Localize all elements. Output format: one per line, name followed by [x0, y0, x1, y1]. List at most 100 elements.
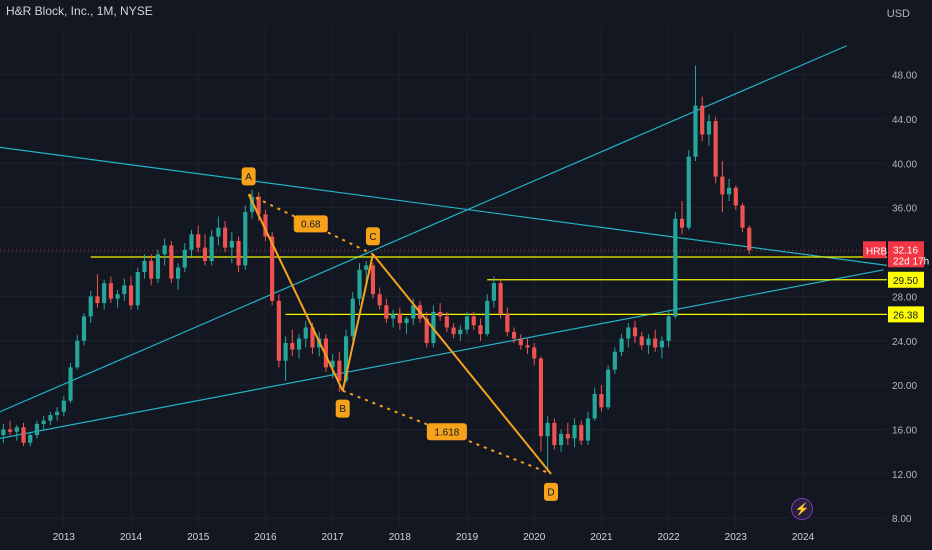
candle-body — [34, 423, 40, 436]
point-label-C: C — [369, 232, 376, 243]
price-tag — [888, 241, 924, 268]
candle-body — [606, 369, 611, 408]
trendline — [0, 269, 884, 439]
x-tick-label: 2024 — [792, 532, 815, 543]
candle-body — [249, 196, 255, 213]
candle-body — [632, 327, 638, 337]
y-tick-label: 44.00 — [892, 115, 917, 126]
ratio-badge — [426, 423, 467, 441]
candle-body — [229, 240, 234, 248]
y-tick-label: 16.00 — [892, 426, 917, 437]
candle-body — [303, 327, 308, 339]
candle-body — [404, 318, 409, 324]
candle-body — [256, 196, 261, 215]
x-tick-label: 2020 — [523, 532, 546, 543]
level-tag-label: 26.38 — [893, 310, 918, 321]
harmonic-leg — [341, 254, 374, 391]
candle-body — [693, 105, 698, 157]
candle-body — [377, 294, 382, 306]
harmonic-leg — [372, 253, 552, 475]
candle-body — [296, 338, 302, 350]
candle-body — [639, 336, 644, 346]
y-tick-label: 8.00 — [892, 514, 912, 525]
candle-body — [485, 300, 490, 335]
candle-body — [175, 267, 181, 279]
candle-body — [122, 285, 127, 295]
candle-body — [612, 351, 617, 370]
candle-body — [202, 247, 208, 261]
candle-body — [21, 427, 26, 443]
candle-body — [357, 269, 362, 299]
candle-body — [525, 345, 530, 348]
candle-body — [518, 338, 523, 346]
candle-body — [343, 336, 349, 381]
x-tick-label: 2022 — [657, 532, 680, 543]
candle-body — [283, 342, 288, 361]
symbol-tag-label: HRB — [866, 246, 887, 257]
x-tick-label: 2013 — [53, 532, 76, 543]
candle-body — [75, 340, 80, 368]
candle-body — [61, 400, 66, 412]
candle-body — [270, 236, 275, 301]
candle-body — [585, 418, 591, 441]
candle-body — [236, 240, 241, 266]
candle-body — [323, 338, 328, 368]
candle-body — [102, 283, 107, 304]
candle-body — [384, 305, 389, 319]
candle-body — [135, 272, 140, 306]
candle-body — [182, 249, 187, 268]
candle-body — [81, 316, 87, 341]
point-label-B: B — [339, 404, 346, 415]
y-tick-label: 48.00 — [892, 71, 917, 82]
candle-body — [679, 218, 685, 228]
countdown-label: 22d 17h — [893, 256, 929, 267]
candle-body — [290, 342, 295, 350]
y-tick-label: 28.00 — [892, 292, 917, 303]
candle-body — [538, 358, 544, 437]
x-tick-label: 2016 — [254, 532, 277, 543]
candle-body — [646, 338, 651, 346]
x-tick-label: 2015 — [187, 532, 210, 543]
candle-body — [155, 254, 160, 279]
level-tag-label: 29.50 — [893, 276, 918, 287]
candle-body — [169, 245, 174, 279]
ratio-label: 0.68 — [301, 219, 321, 230]
candle-body — [263, 214, 268, 237]
y-tick-label: 36.00 — [892, 204, 917, 215]
price-tag-label: 32.16 — [893, 245, 918, 256]
candle-body — [1, 429, 6, 436]
candle-body — [666, 316, 671, 341]
candle-body — [505, 314, 510, 332]
candle-body — [276, 300, 281, 361]
point-badge — [241, 167, 256, 186]
candle-body — [424, 318, 429, 343]
candle-body — [216, 227, 221, 237]
point-badge — [544, 482, 559, 501]
point-badge — [365, 227, 380, 246]
candle-body — [55, 411, 60, 416]
candle-body — [88, 296, 93, 317]
candle-body — [337, 360, 342, 381]
ratio-badge — [293, 215, 328, 233]
candle-body — [498, 283, 503, 315]
candle-body — [653, 338, 658, 348]
point-label-A: A — [245, 172, 252, 183]
candle-body — [747, 227, 752, 251]
candle-body — [532, 347, 537, 359]
ratio-label: 1.618 — [434, 427, 459, 438]
currency-label: USD — [886, 8, 910, 20]
chart-title: H&R Block, Inc., 1M, NYSE — [6, 4, 153, 18]
candle-body — [209, 236, 214, 261]
level-tag — [888, 271, 924, 288]
candle-body — [28, 435, 33, 443]
point-badge — [335, 399, 350, 418]
y-tick-label: 12.00 — [892, 470, 917, 481]
candle-body — [196, 234, 201, 248]
candle-body — [713, 121, 718, 177]
candle-body — [48, 415, 53, 421]
candle-body — [727, 187, 732, 195]
lightning-icon[interactable]: ⚡ — [791, 498, 813, 520]
candle-body — [478, 325, 483, 335]
